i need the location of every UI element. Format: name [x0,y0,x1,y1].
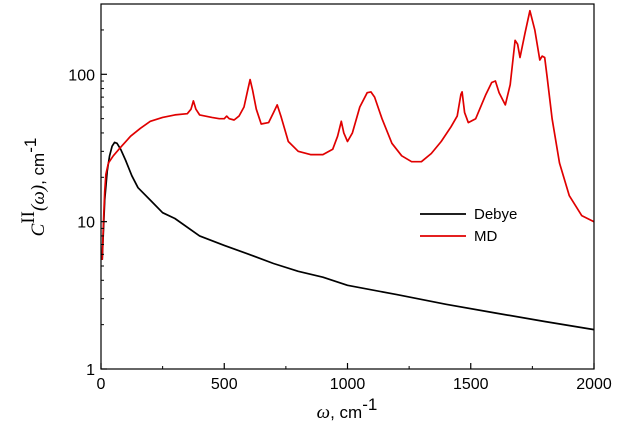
x-axis: 0 500 1000 1500 2000 [97,363,612,393]
x-axis-symbol: ω [317,402,330,423]
x-tick-label: 1500 [453,376,489,393]
x-tick-label: 1000 [330,376,366,393]
y-tick-label: 1 [86,362,95,379]
y-axis-unit: , cm [29,153,48,185]
series-line-debye [101,141,595,331]
y-axis: 1 10 100 [68,29,107,379]
x-axis-unit-exponent: -1 [362,395,377,414]
y-axis-argument: (ω) [28,185,49,211]
x-tick-label: 500 [211,376,238,393]
legend-label-debye: Debye [474,206,517,223]
y-axis-label: CII(ω), cm-1 [18,138,49,237]
x-axis-unit: , cm [330,403,362,422]
x-axis-title: ω, cm-1 [317,395,378,423]
y-axis-unit-exponent: -1 [21,138,40,153]
y-axis-superscript: II [18,211,39,224]
x-tick-label: 0 [97,376,106,393]
series-line-md [101,9,595,260]
x-axis-label: ω, cm-1 [317,395,378,423]
x-tick-label: 2000 [576,376,612,393]
plot-lines [101,9,595,331]
legend-label-md: MD [474,228,497,245]
y-axis-symbol: C [28,223,49,236]
y-tick-label: 10 [77,215,95,232]
y-tick-label: 100 [68,67,95,84]
y-axis-title: CII(ω), cm-1 [18,138,49,237]
plot-area-frame [100,3,595,370]
legend: Debye MD [420,206,517,245]
